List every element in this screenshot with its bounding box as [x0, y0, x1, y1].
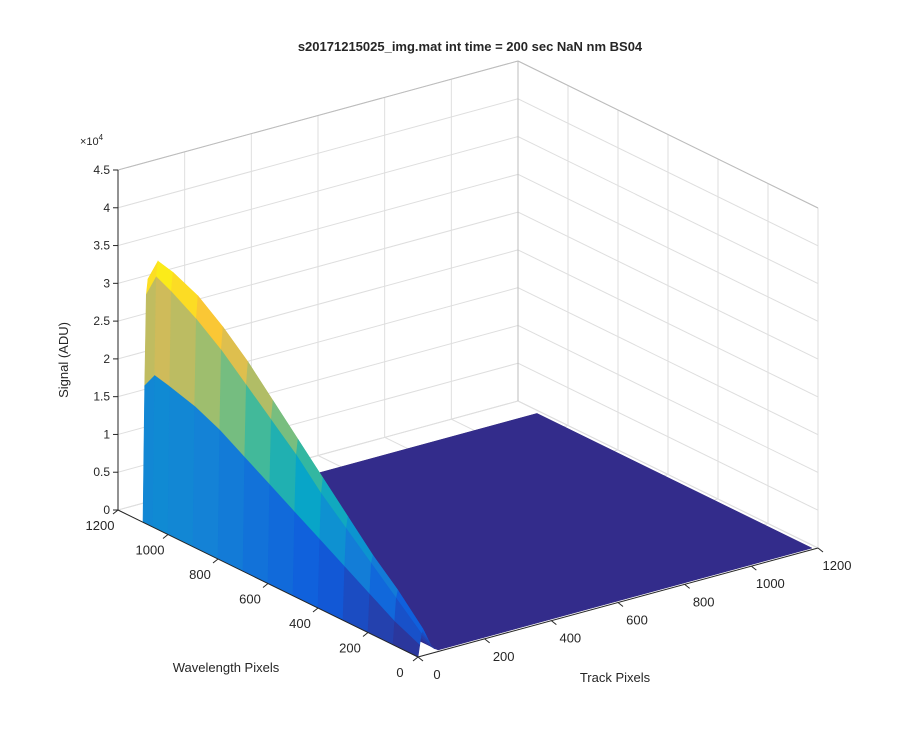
y-tick-mark [362, 632, 369, 637]
y-tick-mark [162, 534, 169, 539]
surface [142, 260, 813, 658]
x-tick-mark [817, 547, 824, 553]
x-tick-label: 1200 [823, 558, 852, 573]
grid-line-wall-z [517, 211, 819, 360]
x-tick-label: 400 [559, 631, 581, 646]
y-tick-label: 1000 [136, 543, 165, 558]
grid-line-wall-z [517, 287, 819, 436]
y-tick-mark [312, 607, 319, 613]
grid-line-wall-z [517, 173, 819, 322]
axis-lines [112, 169, 824, 662]
y-tick-label: 400 [289, 616, 311, 631]
grid-line-wall-z [517, 324, 819, 473]
z-tick-label: 1.5 [93, 390, 110, 404]
x-tick-label: 1000 [756, 576, 785, 591]
z-axis-label: Signal (ADU) [56, 322, 71, 398]
z-tick-label: 4.5 [93, 163, 110, 177]
y-tick-label: 600 [239, 592, 261, 607]
z-tick-label: 0 [103, 503, 110, 517]
z-tick-label: 2.5 [93, 314, 110, 328]
grid-line-wall-z [517, 136, 819, 285]
y-tick-mark [262, 583, 269, 588]
x-tick-label: 800 [693, 594, 715, 609]
box-edge [517, 60, 819, 209]
grid-line-wall-z [517, 249, 819, 398]
x-axis-label: Track Pixels [580, 670, 651, 685]
surface-patch [192, 405, 221, 560]
z-multiplier-label: ×104 [80, 133, 104, 148]
x-tick-label: 600 [626, 613, 648, 628]
x-tick-mark [751, 565, 757, 571]
x-tick-mark [617, 602, 624, 607]
y-tick-mark [412, 656, 419, 662]
grid-line-wall-z [117, 136, 519, 247]
box-edge [117, 60, 519, 171]
x-tick-mark [684, 583, 690, 589]
grid-line-wall-z [117, 98, 519, 209]
grid-line-wall-z [517, 400, 819, 549]
y-tick-label: 0 [396, 665, 403, 680]
x-tick-mark [417, 656, 424, 662]
y-tick-label: 200 [339, 641, 361, 656]
x-tick-mark [551, 620, 557, 626]
chart-title: s20171215025_img.mat int time = 200 sec … [298, 39, 643, 54]
z-tick-label: 0.5 [93, 465, 110, 479]
grid-line-wall-z [517, 362, 819, 511]
y-tick-label: 800 [189, 567, 211, 582]
y-tick-mark [212, 558, 219, 564]
tick-labels: 0200400600800100012000200400600800100012… [86, 163, 852, 682]
surface-patch [167, 386, 196, 548]
x-tick-label: 200 [493, 649, 515, 664]
y-tick-mark [112, 509, 119, 515]
surface-patch [142, 374, 156, 528]
y-tick-label: 1200 [86, 518, 115, 533]
z-tick-label: 4 [103, 201, 110, 215]
y-axis-label: Wavelength Pixels [173, 660, 280, 675]
grid-line-wall-z [117, 173, 519, 284]
z-tick-label: 1 [103, 427, 110, 441]
grid-line-wall-z [517, 98, 819, 247]
x-tick-label: 0 [433, 667, 440, 682]
x-tick-mark [484, 638, 490, 644]
z-tick-label: 3 [103, 276, 110, 290]
z-tick-label: 2 [103, 352, 110, 366]
surface-patch [152, 375, 171, 535]
z-tick-label: 3.5 [93, 239, 110, 253]
surface-patch [154, 276, 172, 388]
